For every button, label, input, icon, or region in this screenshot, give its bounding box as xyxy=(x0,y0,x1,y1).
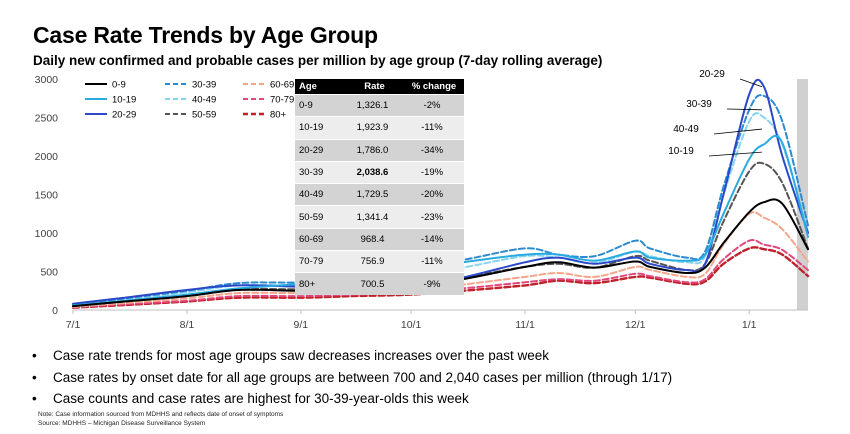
table-cell-age: 70-79 xyxy=(295,250,345,273)
table-cell-rate: 1,729.5 xyxy=(345,183,400,206)
table-header-row: Age Rate % change xyxy=(295,79,464,95)
series-line-10-19 xyxy=(72,134,809,307)
table-row: 0-9 1,326.1 -2% xyxy=(295,93,464,117)
table-cell-age: 0-9 xyxy=(295,93,345,117)
bullet-item: Case rates by onset date for all age gro… xyxy=(28,367,672,389)
series-line-0-9 xyxy=(72,198,809,308)
legend-label: 60-69 xyxy=(270,80,294,91)
page-title: Case Rate Trends by Age Group xyxy=(33,22,378,48)
x-tick-label: 7/1 xyxy=(66,319,81,331)
bullet-item: Case counts and case rates are highest f… xyxy=(28,388,672,410)
table-row: 50-59 1,341.4 -23% xyxy=(295,205,464,229)
annotation-leader-line xyxy=(708,151,762,157)
table-cell-change: -14% xyxy=(400,227,464,251)
x-tick-label: 10/1 xyxy=(401,319,422,331)
table-cell-age: 20-29 xyxy=(295,138,345,162)
shaded-incomplete-region xyxy=(796,79,808,310)
legend-label: 40-49 xyxy=(192,95,216,106)
legend-label: 80+ xyxy=(270,110,287,121)
table-cell-change: -2% xyxy=(400,93,464,117)
table-row: 80+ 700.5 -9% xyxy=(295,272,464,295)
table-cell-change: -34% xyxy=(400,138,464,162)
annotation-leader-line xyxy=(726,108,762,111)
legend-label: 50-59 xyxy=(192,110,216,121)
y-tick-label: 3000 xyxy=(35,74,59,86)
table-cell-rate: 2,038.6 xyxy=(345,160,400,184)
table-row: 70-79 756.9 -11% xyxy=(295,250,464,273)
table-header-change: % change xyxy=(400,79,464,95)
table-cell-change: -9% xyxy=(400,272,464,295)
y-tick-label: 1000 xyxy=(35,228,59,240)
table-cell-age: 50-59 xyxy=(295,205,345,229)
y-tick-label: 2500 xyxy=(35,113,59,125)
table-row: 60-69 968.4 -14% xyxy=(295,227,464,251)
y-tick-label: 2000 xyxy=(35,151,59,163)
table-cell-change: -20% xyxy=(400,183,464,206)
table-row: 10-19 1,923.9 -11% xyxy=(295,116,464,140)
table-cell-rate: 700.5 xyxy=(345,272,400,295)
table-cell-rate: 756.9 xyxy=(345,250,400,273)
table-cell-age: 40-49 xyxy=(295,183,345,206)
annotation-label: 20-29 xyxy=(699,69,725,80)
table-row: 20-29 1,786.0 -34% xyxy=(295,138,464,162)
y-tick-label: 0 xyxy=(52,305,58,317)
series-line-60-69 xyxy=(72,211,809,308)
table-cell-age: 60-69 xyxy=(295,227,345,251)
y-tick-label: 1500 xyxy=(35,190,59,202)
x-tick-label: 9/1 xyxy=(294,319,309,331)
legend-label: 10-19 xyxy=(112,95,136,106)
table-cell-age: 30-39 xyxy=(295,160,345,184)
table-cell-age: 80+ xyxy=(295,272,345,295)
table-row: 40-49 1,729.5 -20% xyxy=(295,183,464,206)
table-cell-change: -19% xyxy=(400,160,464,184)
table-cell-change: -11% xyxy=(400,250,464,273)
table-cell-change: -11% xyxy=(400,116,464,140)
x-tick-label: 1/1 xyxy=(742,319,757,331)
footnotes: Note: Case information sourced from MDHH… xyxy=(38,411,283,428)
source-line: Source: MDHHS – Michigan Disease Surveil… xyxy=(38,419,206,427)
table-cell-rate: 968.4 xyxy=(345,227,400,251)
series-line-70-79 xyxy=(72,239,809,309)
page-subtitle: Daily new confirmed and probable cases p… xyxy=(33,53,603,68)
note-line: Note: Case information sourced from MDHH… xyxy=(38,411,284,418)
table-cell-rate: 1,341.4 xyxy=(345,205,400,229)
annotation-leader-line xyxy=(713,128,762,135)
bullet-item: Case rate trends for most age groups saw… xyxy=(28,345,672,367)
annotation-label: 30-39 xyxy=(686,99,712,110)
annotation-leader-line xyxy=(739,78,763,88)
legend-label: 30-39 xyxy=(192,80,216,91)
table-cell-rate: 1,923.9 xyxy=(345,116,400,140)
series-line-80plus xyxy=(71,246,810,309)
legend-label: 70-79 xyxy=(270,95,294,106)
rate-table: Age Rate % change 0-9 1,326.1 -2% 10-19 1,92… xyxy=(295,79,464,295)
y-tick-label: 500 xyxy=(40,267,58,279)
table-header-age: Age xyxy=(295,79,345,95)
summary-bullets: Case rate trends for most age groups saw… xyxy=(28,345,672,410)
annotation-label: 10-19 xyxy=(668,146,694,157)
x-tick-label: 12/1 xyxy=(625,319,646,331)
table-row: 30-39 2,038.6 -19% xyxy=(295,160,464,184)
table-cell-change: -23% xyxy=(400,205,464,229)
series-line-20-29 xyxy=(72,78,809,305)
legend-label: 20-29 xyxy=(112,110,136,121)
annotation-label: 40-49 xyxy=(673,124,699,135)
table-cell-rate: 1,326.1 xyxy=(345,93,400,117)
x-tick-label: 11/1 xyxy=(515,319,535,331)
table-cell-rate: 1,786.0 xyxy=(345,138,400,162)
legend-label: 0-9 xyxy=(112,80,126,91)
x-tick-label: 8/1 xyxy=(180,319,195,331)
table-header-rate: Rate xyxy=(345,79,400,95)
table-cell-age: 10-19 xyxy=(295,116,345,140)
